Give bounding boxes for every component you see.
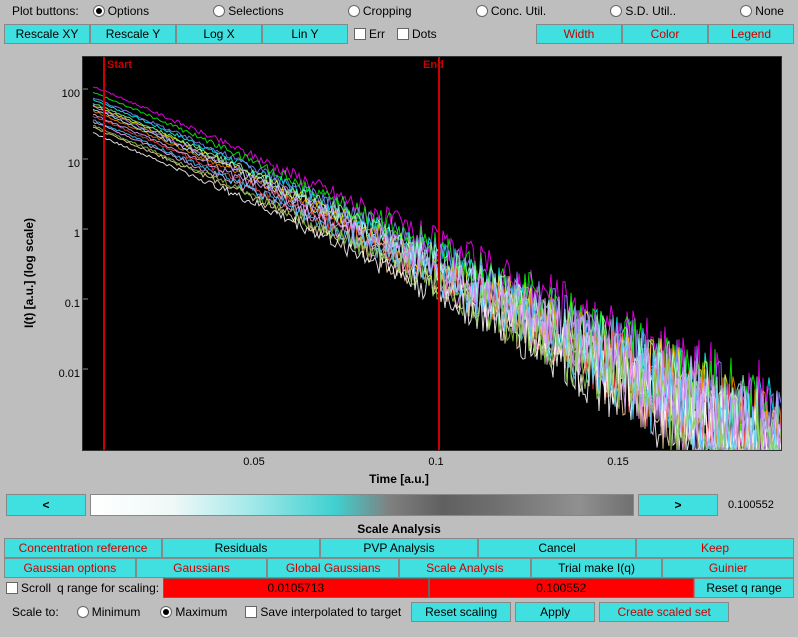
keep-button[interactable]: Keep	[636, 538, 794, 558]
global-gaussians-button[interactable]: Global Gaussians	[267, 558, 399, 578]
section-title: Scale Analysis	[0, 520, 798, 538]
plot-radio-cropping[interactable]: Cropping	[340, 4, 420, 18]
scale-to-label: Scale to:	[6, 605, 65, 619]
plot-vline-label: Start	[107, 59, 132, 71]
scroll-right-button[interactable]: >	[638, 494, 718, 516]
plot-radio-s-d-util-[interactable]: S.D. Util..	[602, 4, 684, 18]
scroll-value: 0.100552	[722, 499, 792, 511]
reset-q-button[interactable]: Reset q range	[694, 578, 794, 598]
width-button[interactable]: Width	[536, 24, 622, 44]
plot-vline-label: End	[423, 59, 444, 71]
trial-make-i-q--button[interactable]: Trial make I(q)	[531, 558, 663, 578]
plot-canvas[interactable]: Start End	[82, 56, 782, 451]
color-gradient-bar[interactable]	[90, 494, 634, 516]
rescale-xy-button[interactable]: Rescale XY	[4, 24, 90, 44]
lin-y-button[interactable]: Lin Y	[262, 24, 348, 44]
guinier-button[interactable]: Guinier	[662, 558, 794, 578]
x-tick: 0.1	[428, 456, 443, 468]
concentration-reference-button[interactable]: Concentration reference	[4, 538, 162, 558]
create-scaled-set-button[interactable]: Create scaled set	[599, 602, 729, 622]
plot-radio-selections[interactable]: Selections	[205, 4, 291, 18]
cancel-button[interactable]: Cancel	[478, 538, 636, 558]
legend-button[interactable]: Legend	[708, 24, 794, 44]
scale-analysis-button[interactable]: Scale Analysis	[399, 558, 531, 578]
y-tick: 100	[40, 88, 80, 100]
y-tick: 10	[40, 158, 80, 170]
gaussians-button[interactable]: Gaussians	[136, 558, 268, 578]
dots-checkbox[interactable]: Dots	[391, 27, 443, 41]
y-tick: 1	[40, 228, 80, 240]
plot-radio-none[interactable]: None	[732, 4, 792, 18]
x-axis-label: Time [a.u.]	[369, 472, 429, 486]
plot-radio-conc-util-[interactable]: Conc. Util.	[468, 4, 554, 18]
y-axis-label: I(t) [a.u.] (log scale)	[22, 218, 36, 328]
x-tick: 0.05	[243, 456, 264, 468]
qrange-label: q range for scaling:	[53, 578, 163, 598]
plot-vline[interactable]	[438, 57, 440, 450]
scroll-left-button[interactable]: <	[6, 494, 86, 516]
plot-buttons-label: Plot buttons:	[6, 4, 85, 18]
log-x-button[interactable]: Log X	[176, 24, 262, 44]
y-tick: 0.1	[40, 298, 80, 310]
residuals-button[interactable]: Residuals	[162, 538, 320, 558]
pvp-analysis-button[interactable]: PVP Analysis	[320, 538, 478, 558]
plot-radio-options[interactable]: Options	[85, 4, 157, 18]
apply-button[interactable]: Apply	[515, 602, 595, 622]
qrange-max-input[interactable]: 0.100552	[429, 578, 694, 598]
x-tick: 0.15	[607, 456, 628, 468]
scroll-checkbox[interactable]: Scroll	[4, 578, 53, 598]
plot-vline[interactable]	[103, 57, 105, 450]
y-tick: 0.01	[40, 368, 80, 380]
rescale-y-button[interactable]: Rescale Y	[90, 24, 176, 44]
save-interp-checkbox[interactable]: Save interpolated to target	[239, 605, 407, 619]
err-checkbox[interactable]: Err	[348, 27, 391, 41]
minimum-radio[interactable]: Minimum	[69, 605, 149, 619]
reset-scaling-button[interactable]: Reset scaling	[411, 602, 511, 622]
qrange-min-input[interactable]: 0.0105713	[163, 578, 428, 598]
color-button[interactable]: Color	[622, 24, 708, 44]
maximum-radio[interactable]: Maximum	[152, 605, 235, 619]
gaussian-options-button[interactable]: Gaussian options	[4, 558, 136, 578]
plot-area: I(t) [a.u.] (log scale) 100 10 1 0.1 0.01 St…	[4, 48, 794, 488]
